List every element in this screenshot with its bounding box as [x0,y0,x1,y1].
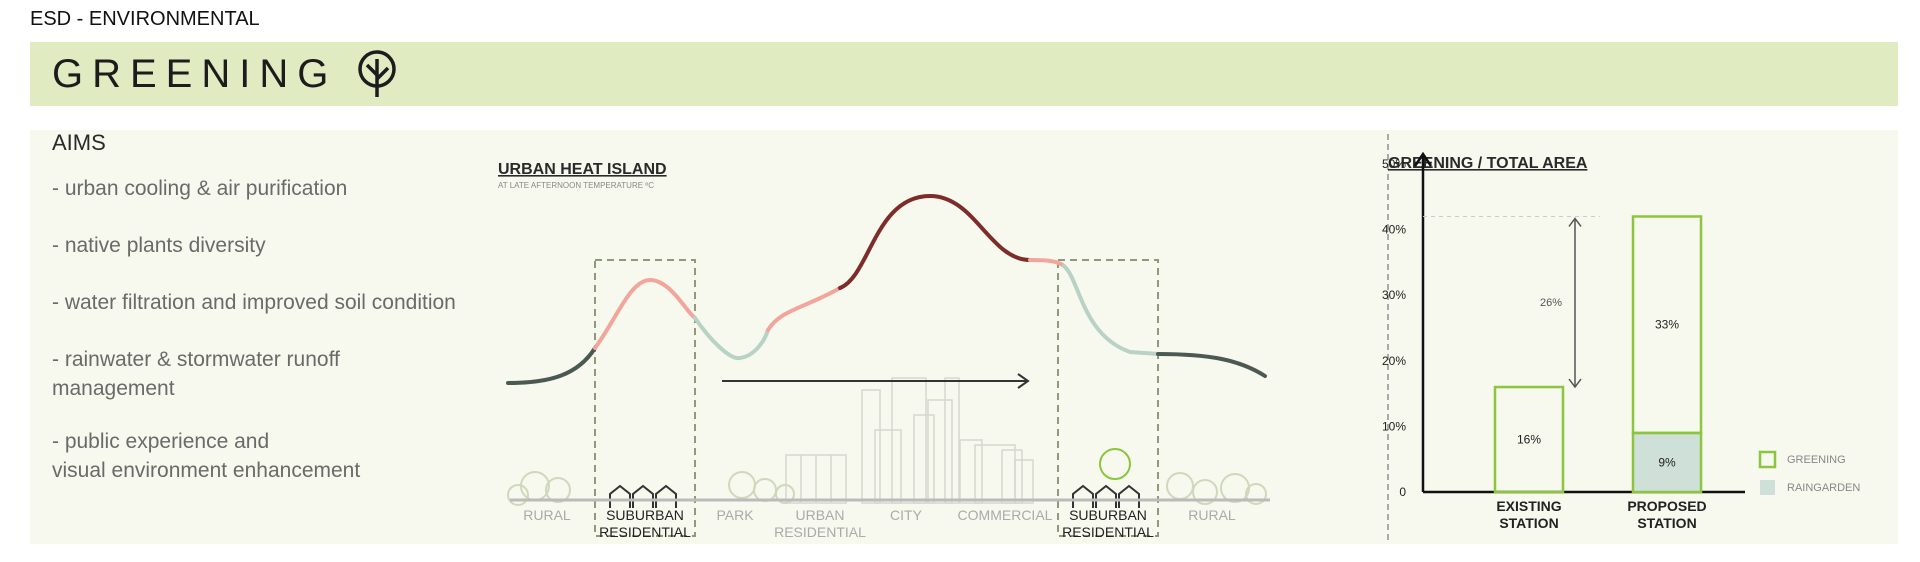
data-label: 16% [1517,433,1541,447]
bar-greening [1493,385,1565,494]
zone-label: PARK [716,507,754,523]
zone-label: RURAL [523,507,571,523]
y-tick-labels: 0 10% 20% 30% 40% 50% [1382,157,1406,499]
temperature-curve [506,193,1267,385]
greening-chart: GREENING / TOTAL AREA 0 10% 20% 30% 40% 50% 1… [1382,151,1860,531]
tree-icon [358,50,397,97]
zone-label: CITY [890,507,923,523]
houses-left [609,484,677,508]
zone-label-line: RESIDENTIAL [774,524,866,540]
zone-label: SUBURBAN RESIDENTIAL [1062,507,1154,540]
category-label: PROPOSED STATION [1627,498,1706,531]
diagram-canvas: URBAN HEAT ISLAND AT LATE AFTERNOON TEMP… [498,151,1860,540]
y-tick-label: 40% [1382,223,1406,237]
city-skyline [785,377,1034,504]
heat-island-subtitle: AT LATE AFTERNOON TEMPERATURE ºC [498,181,654,190]
legend: GREENING RAINGARDEN [1758,450,1860,495]
aim-item: - native plants diversity [52,234,266,257]
y-axis-arrow [1413,151,1433,167]
y-tick-label: 10% [1382,419,1406,433]
content-panel: AIMS - urban cooling & air purification … [30,130,1898,544]
suburban-frame-left [594,259,696,537]
legend-label: GREENING [1787,454,1846,466]
zone-label-line: SUBURBAN [1069,507,1147,523]
category-label-line: STATION [1499,515,1558,531]
title-banner: GREENING [30,42,1898,106]
park-trees [728,471,795,504]
zone-label-line: RESIDENTIAL [599,524,691,540]
category-label: EXISTING STATION [1496,498,1561,531]
aim-item: - urban cooling & air purification [52,177,348,200]
zone-label: URBAN RESIDENTIAL [774,507,866,540]
aims-list: - urban cooling & air purification - nat… [52,174,482,513]
difference-arrow-head [1568,217,1582,227]
y-tick-label: 50% [1382,157,1406,171]
legend-swatch-raingarden [1760,480,1775,495]
zone-label: COMMERCIAL [958,507,1053,523]
category-label-line: PROPOSED [1627,498,1706,514]
aim-item: - public experience and visual environme… [52,430,361,482]
banner-title: GREENING [52,51,338,96]
panel-divider [1387,134,1389,540]
legend-swatch-greening [1758,450,1777,469]
zone-label: RURAL [1188,507,1236,523]
bar-greening [1631,215,1703,435]
legend-label: RAINGARDEN [1787,482,1860,494]
aim-item: - rainwater & stormwater runoff manageme… [52,348,340,400]
heat-island-title: URBAN HEAT ISLAND [498,161,667,178]
suburban-frame-right [1057,259,1159,537]
y-tick-label: 30% [1382,288,1406,302]
section-header: ESD - ENVIRONMENTAL [30,8,260,30]
difference-arrow-head [1568,378,1582,389]
data-label: 33% [1655,318,1679,332]
y-tick-label: 0 [1399,485,1406,499]
zone-label-line: RESIDENTIAL [1062,524,1154,540]
category-label-line: EXISTING [1496,498,1561,514]
zone-label: SUBURBAN RESIDENTIAL [599,507,691,540]
zone-labels: RURAL SUBURBAN RESIDENTIAL PARK URBAN RESI… [523,507,1236,540]
aim-item: - water filtration and improved soil con… [52,291,456,314]
data-label: 9% [1658,455,1676,469]
bar-raingarden [1631,431,1703,494]
zone-label-line: SUBURBAN [606,507,684,523]
difference-label: 26% [1540,297,1562,309]
rural-trees-right [1166,472,1267,505]
bars: 16% 33% 9% [1493,215,1703,494]
zone-label-line: URBAN [795,507,844,523]
category-label-line: STATION [1637,515,1696,531]
y-tick-label: 20% [1382,354,1406,368]
aims-title: AIMS [52,130,106,155]
chart-title: GREENING / TOTAL AREA [1388,155,1588,172]
progression-arrow-head [1017,373,1030,389]
